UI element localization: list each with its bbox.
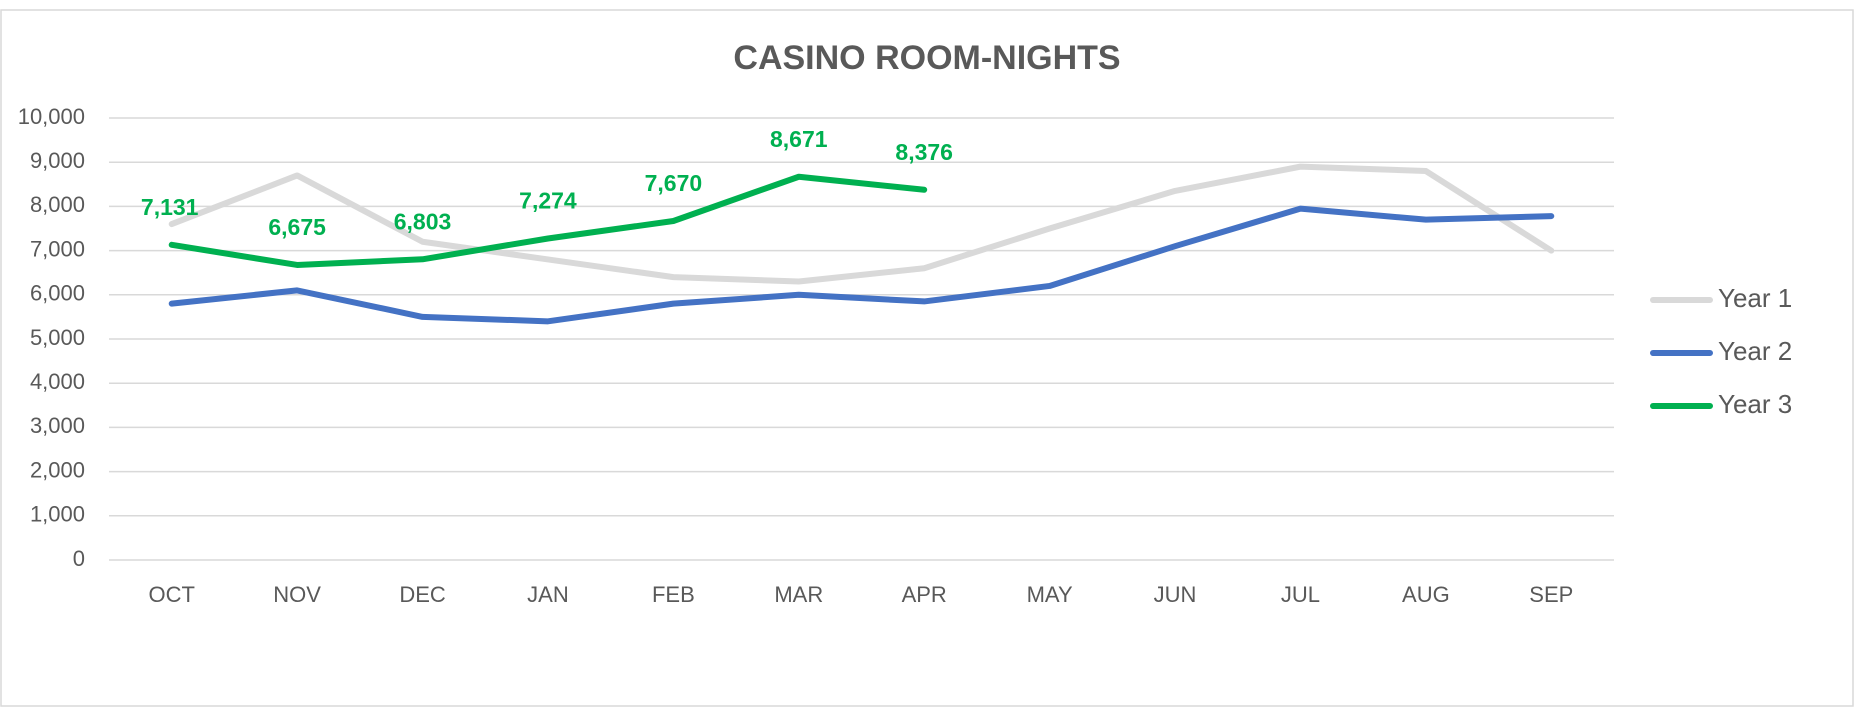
x-tick-label: MAR — [774, 582, 823, 607]
y-tick-label: 6,000 — [30, 281, 85, 306]
y-tick-label: 1,000 — [30, 502, 85, 527]
data-label: 8,671 — [770, 126, 828, 152]
data-label: 7,670 — [645, 170, 703, 196]
y-tick-label: 2,000 — [30, 457, 85, 482]
x-tick-label: SEP — [1529, 582, 1573, 607]
series-line — [168, 205, 1555, 325]
y-tick-label: 4,000 — [30, 369, 85, 394]
chart-frame — [0, 9, 1854, 707]
y-tick-label: 3,000 — [30, 413, 85, 438]
chart-title: CASINO ROOM-NIGHTS — [733, 39, 1120, 77]
data-label: 6,803 — [394, 208, 452, 234]
legend-label: Year 1 — [1718, 283, 1792, 313]
x-tick-label: FEB — [652, 582, 695, 607]
x-tick-label: MAY — [1027, 582, 1073, 607]
data-label: 7,131 — [141, 194, 199, 220]
x-tick-label: JAN — [527, 582, 569, 607]
y-tick-label: 5,000 — [30, 325, 85, 350]
x-tick-label: NOV — [273, 582, 321, 607]
legend-label: Year 2 — [1718, 336, 1792, 366]
y-tick-label: 10,000 — [18, 104, 85, 129]
legend-label: Year 3 — [1718, 389, 1792, 419]
y-tick-label: 0 — [73, 546, 85, 571]
series-line — [168, 173, 928, 268]
y-tick-label: 7,000 — [30, 236, 85, 261]
x-tick-label: DEC — [399, 582, 446, 607]
x-tick-label: OCT — [148, 582, 194, 607]
x-tick-label: AUG — [1402, 582, 1450, 607]
data-label: 8,376 — [895, 139, 953, 165]
y-tick-label: 8,000 — [30, 192, 85, 217]
x-tick-label: JUN — [1154, 582, 1197, 607]
y-tick-label: 9,000 — [30, 148, 85, 173]
x-tick-label: JUL — [1281, 582, 1320, 607]
data-label: 7,274 — [519, 188, 577, 214]
series-line — [168, 163, 1555, 285]
x-tick-label: APR — [902, 582, 947, 607]
data-label: 6,675 — [268, 214, 326, 240]
